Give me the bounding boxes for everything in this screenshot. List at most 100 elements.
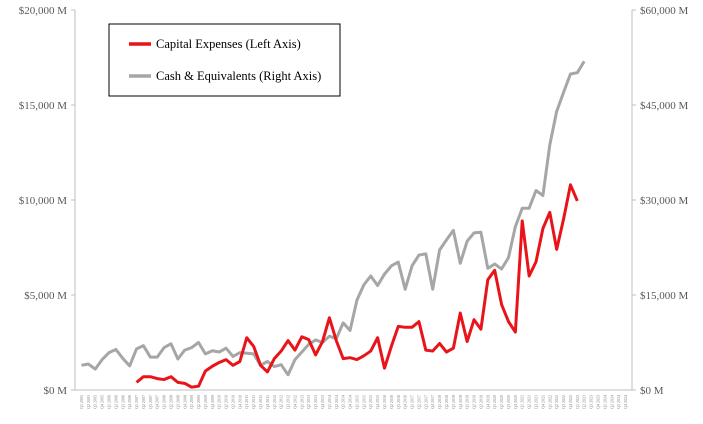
left-tick-label: $20,000 M xyxy=(19,5,68,17)
x-tick-label: Q3 2017 xyxy=(423,395,428,409)
left-tick-label: $5,000 M xyxy=(24,290,67,302)
x-tick-label: Q4 2014 xyxy=(348,395,353,409)
x-tick-label: Q3 2011 xyxy=(258,395,263,409)
left-tick-label: $0 M xyxy=(43,385,67,397)
right-tick-label: $30,000 M xyxy=(640,195,689,207)
x-tick-label: Q1 2007 xyxy=(134,395,139,409)
legend-label-cash-equivalents: Cash & Equivalents (Right Axis) xyxy=(156,69,321,83)
x-tick-label: Q1 2018 xyxy=(437,395,442,409)
x-tick-label: Q4 2010 xyxy=(237,395,242,409)
x-tick-label: Q2 2019 xyxy=(472,395,477,409)
x-tick-label: Q3 2010 xyxy=(230,395,235,409)
legend: Capital Expenses (Left Axis) Cash & Equi… xyxy=(108,23,341,97)
x-tick-label: Q4 2021 xyxy=(540,395,545,409)
series-line-cash-equivalents xyxy=(81,60,586,377)
x-axis-ticks: Q1 2005 Q2 2005 Q3 2005 Q4 2005 Q1 2006 Q2 20… xyxy=(79,395,628,409)
x-tick-label: Q2 2024 xyxy=(609,395,614,409)
x-tick-label: Q1 2020 xyxy=(492,395,497,409)
x-tick-label: Q3 2019 xyxy=(478,395,483,409)
x-tick-label: Q2 2009 xyxy=(196,395,201,409)
x-tick-label: Q3 2024 xyxy=(616,395,621,409)
right-tick-label: $60,000 M xyxy=(640,5,689,17)
x-tick-label: Q2 2011 xyxy=(251,395,256,409)
x-tick-label: Q1 2011 xyxy=(244,395,249,409)
x-tick-label: Q4 2007 xyxy=(155,395,160,409)
x-tick-label: Q2 2023 xyxy=(582,395,587,409)
x-tick-label: Q2 2008 xyxy=(168,395,173,409)
x-tick-label: Q2 2012 xyxy=(279,395,284,409)
x-tick-label: Q4 2005 xyxy=(100,395,105,409)
x-tick-label: Q2 2006 xyxy=(113,395,118,409)
x-tick-label: Q3 2013 xyxy=(313,395,318,409)
x-tick-label: Q1 2022 xyxy=(547,395,552,409)
x-tick-label: Q4 2019 xyxy=(485,395,490,409)
right-tick-label: $15,000 M xyxy=(640,290,689,302)
x-tick-label: Q2 2022 xyxy=(554,395,559,409)
x-tick-label: Q3 2012 xyxy=(286,395,291,409)
x-tick-label: Q3 2020 xyxy=(506,395,511,409)
x-tick-label: Q3 2016 xyxy=(396,395,401,409)
x-tick-label: Q3 2008 xyxy=(175,395,180,409)
left-tick-label: $10,000 M xyxy=(19,195,68,207)
x-tick-label: Q4 2009 xyxy=(210,395,215,409)
right-axis-ticks: $0 M $15,000 M $30,000 M $45,000 M $60,000 M xyxy=(632,5,689,397)
x-tick-label: Q1 2008 xyxy=(162,395,167,409)
x-tick-label: Q1 2015 xyxy=(354,395,359,409)
x-tick-label: Q2 2013 xyxy=(306,395,311,409)
legend-label-capital-expenses: Capital Expenses (Left Axis) xyxy=(156,37,301,51)
x-tick-label: Q4 2013 xyxy=(320,395,325,409)
x-tick-label: Q4 2015 xyxy=(375,395,380,409)
left-axis-ticks: $0 M $5,000 M $10,000 M $15,000 M $20,000 M xyxy=(19,5,75,397)
x-tick-label: Q2 2021 xyxy=(527,395,532,409)
x-tick-label: Q4 2022 xyxy=(568,395,573,409)
x-tick-label: Q4 2008 xyxy=(182,395,187,409)
x-tick-label: Q2 2015 xyxy=(361,395,366,409)
x-tick-label: Q2 2005 xyxy=(86,395,91,409)
right-tick-label: $45,000 M xyxy=(640,100,689,112)
x-tick-label: Q3 2007 xyxy=(148,395,153,409)
x-tick-label: Q4 2018 xyxy=(458,395,463,409)
x-tick-label: Q1 2009 xyxy=(189,395,194,409)
x-tick-label: Q4 2024 xyxy=(623,395,628,409)
x-tick-label: Q3 2021 xyxy=(534,395,539,409)
x-tick-label: Q1 2006 xyxy=(106,395,111,409)
x-tick-label: Q2 2018 xyxy=(444,395,449,409)
x-tick-label: Q2 2016 xyxy=(389,395,394,409)
x-tick-label: Q3 2009 xyxy=(203,395,208,409)
legend-box xyxy=(108,23,341,97)
x-tick-label: Q1 2012 xyxy=(272,395,277,409)
left-tick-label: $15,000 M xyxy=(19,100,68,112)
x-tick-label: Q4 2020 xyxy=(513,395,518,409)
x-tick-label: Q3 2014 xyxy=(341,395,346,409)
x-tick-label: Q4 2011 xyxy=(265,395,270,409)
x-tick-label: Q3 2006 xyxy=(120,395,125,409)
x-tick-label: Q1 2010 xyxy=(217,395,222,409)
x-tick-label: Q3 2018 xyxy=(451,395,456,409)
series-layer xyxy=(81,60,586,389)
x-tick-label: Q1 2017 xyxy=(410,395,415,409)
x-tick-label: Q4 2017 xyxy=(430,395,435,409)
x-tick-label: Q3 2023 xyxy=(589,395,594,409)
x-tick-label: Q4 2012 xyxy=(292,395,297,409)
x-tick-label: Q1 2014 xyxy=(327,395,332,409)
x-tick-label: Q4 2023 xyxy=(596,395,601,409)
x-tick-label: Q4 2016 xyxy=(403,395,408,409)
right-tick-label: $0 M xyxy=(640,385,664,397)
series-line-capital-expenses xyxy=(135,183,579,389)
x-tick-label: Q1 2005 xyxy=(79,395,84,409)
x-tick-label: Q3 2022 xyxy=(561,395,566,409)
x-tick-label: Q3 2005 xyxy=(93,395,98,409)
x-tick-label: Q1 2019 xyxy=(465,395,470,409)
x-tick-label: Q2 2017 xyxy=(416,395,421,409)
x-tick-label: Q2 2007 xyxy=(141,395,146,409)
x-tick-label: Q1 2016 xyxy=(382,395,387,409)
x-tick-label: Q1 2021 xyxy=(520,395,525,409)
x-tick-label: Q1 2023 xyxy=(575,395,580,409)
x-tick-label: Q2 2020 xyxy=(499,395,504,409)
x-tick-label: Q1 2013 xyxy=(299,395,304,409)
x-tick-label: Q2 2014 xyxy=(334,395,339,409)
x-tick-label: Q1 2024 xyxy=(602,395,607,409)
x-tick-label: Q2 2010 xyxy=(224,395,229,409)
x-tick-label: Q4 2006 xyxy=(127,395,132,409)
